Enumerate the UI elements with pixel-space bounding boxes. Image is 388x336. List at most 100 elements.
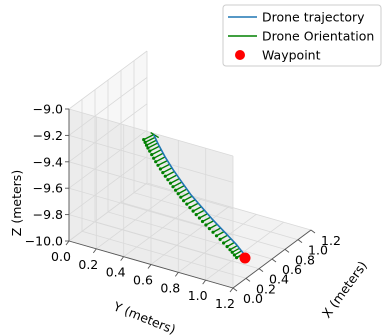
waypoint-marker	[239, 252, 251, 264]
orientation-arrow	[183, 195, 193, 202]
orientation-arrow-head	[166, 178, 170, 182]
orientation-arrow	[144, 136, 156, 144]
x-tick	[284, 248, 290, 253]
orientation-arrow	[180, 192, 190, 198]
orientation-arrow-head	[152, 156, 156, 160]
legend: Drone trajectory Drone Orientation Waypo…	[222, 4, 382, 67]
orientation-arrow-head	[204, 223, 208, 227]
orientation-arrow-head	[200, 219, 205, 224]
orientation-arrow-head	[156, 163, 160, 167]
orientation-arrow-head	[232, 253, 236, 257]
x-tick	[258, 268, 264, 273]
orientation-arrow	[164, 170, 175, 177]
orientation-arrow-head	[194, 213, 198, 217]
y-tick	[65, 240, 70, 246]
orientation-arrow-head	[150, 153, 154, 157]
orientation-arrow	[177, 188, 188, 195]
orientation-arrow-head	[191, 209, 195, 213]
orientation-arrow-head	[171, 185, 175, 189]
orientation-arrow	[143, 133, 155, 141]
orientation-arrow-head	[225, 245, 229, 249]
orientation-arrow-head	[214, 234, 219, 238]
orientation-arrow	[160, 163, 171, 170]
y-tick-label: 0.8	[160, 280, 180, 295]
orientation-arrow-head	[143, 140, 147, 144]
legend-label-waypoint: Waypoint	[262, 48, 321, 63]
x-tick-label: 0.4	[269, 272, 289, 287]
y-tick	[229, 287, 234, 293]
orientation-arrow	[155, 156, 166, 163]
orientation-arrow-head	[142, 138, 146, 142]
orientation-arrow-head	[158, 167, 162, 171]
x-tick-label: 0.8	[295, 252, 315, 267]
y-tick-label: 0.2	[78, 257, 98, 272]
z-tick-label: −9.4	[33, 154, 63, 169]
orientation-arrow-head	[228, 248, 232, 252]
orientation-arrow-head	[211, 230, 215, 234]
z-tick-label: −9.2	[33, 128, 63, 143]
x-axis-label: X (meters)	[319, 258, 370, 321]
x-tick	[310, 229, 316, 234]
orientation-arrow-head	[207, 227, 211, 231]
z-tick-label: −9.8	[33, 207, 63, 222]
orientation-arrow-head	[148, 149, 152, 153]
x-tick	[271, 258, 277, 263]
orientation-arrow-head	[222, 241, 226, 245]
legend-label-trajectory: Drone trajectory	[262, 10, 365, 25]
y-tick	[174, 272, 179, 277]
y-tick	[147, 264, 152, 269]
trajectory	[152, 134, 245, 255]
orientation-arrow	[175, 184, 185, 191]
orientation-arrow	[147, 142, 159, 149]
y-tick-label: 1.2	[215, 296, 235, 311]
orientation-arrow	[157, 159, 168, 166]
orientation-arrow	[167, 174, 178, 181]
orientation-arrow	[162, 167, 173, 174]
orientation-arrow-head	[230, 250, 234, 254]
orientation-arrow	[146, 139, 157, 146]
y-tick-label: 0.0	[51, 249, 71, 264]
orientation-arrow-head	[182, 199, 186, 203]
orientation-arrow	[151, 149, 162, 156]
y-tick-label: 0.6	[133, 273, 153, 288]
orientation-arrow-head	[146, 146, 150, 150]
axis-panes	[69, 51, 311, 288]
x-tick	[232, 287, 238, 292]
z-tick-label: −9.0	[33, 102, 63, 117]
orientation-arrow-head	[154, 160, 158, 164]
waypoints	[239, 252, 251, 264]
x-tick-label: 0.2	[256, 281, 276, 296]
orientation-arrow	[170, 177, 180, 184]
legend-frame	[222, 4, 382, 67]
orientation-arrow	[153, 152, 164, 159]
orientation-arrow-head	[174, 188, 178, 192]
z-tick-label: −10.0	[25, 234, 63, 249]
orientation-arrow-head	[176, 192, 180, 196]
axis-ticks: 0.00.20.40.60.81.01.2 0.00.20.40.60.81.01…	[25, 102, 341, 312]
y-tick	[202, 279, 207, 285]
legend-marker-waypoint	[235, 50, 245, 60]
orientation-arrows	[142, 131, 246, 260]
x-tick-label: 1.0	[308, 243, 328, 258]
orientation-arrow	[172, 181, 183, 188]
orientation-arrow-head	[188, 206, 192, 210]
y-tick	[120, 256, 125, 261]
z-axis-label: Z (meters)	[9, 170, 24, 236]
x-tick-label: 0.6	[282, 262, 302, 277]
y-axis-label: Y (meters)	[111, 298, 178, 336]
x-tick-label: 0.0	[243, 291, 263, 306]
x-tick-label: 1.2	[321, 233, 341, 248]
orientation-arrow-head	[197, 216, 201, 220]
legend-label-orientation: Drone Orientation	[262, 29, 374, 44]
orientation-arrow	[149, 145, 160, 152]
trajectory-line	[152, 134, 245, 255]
orientation-arrow-head	[179, 195, 183, 199]
x-tick	[297, 239, 303, 244]
z-tick-label: −9.6	[33, 181, 63, 196]
y-tick	[92, 248, 97, 254]
orientation-arrow-head	[161, 171, 165, 175]
orientation-arrow-head	[218, 237, 222, 241]
orientation-arrow-head	[168, 181, 173, 185]
orientation-arrow-head	[163, 174, 167, 178]
